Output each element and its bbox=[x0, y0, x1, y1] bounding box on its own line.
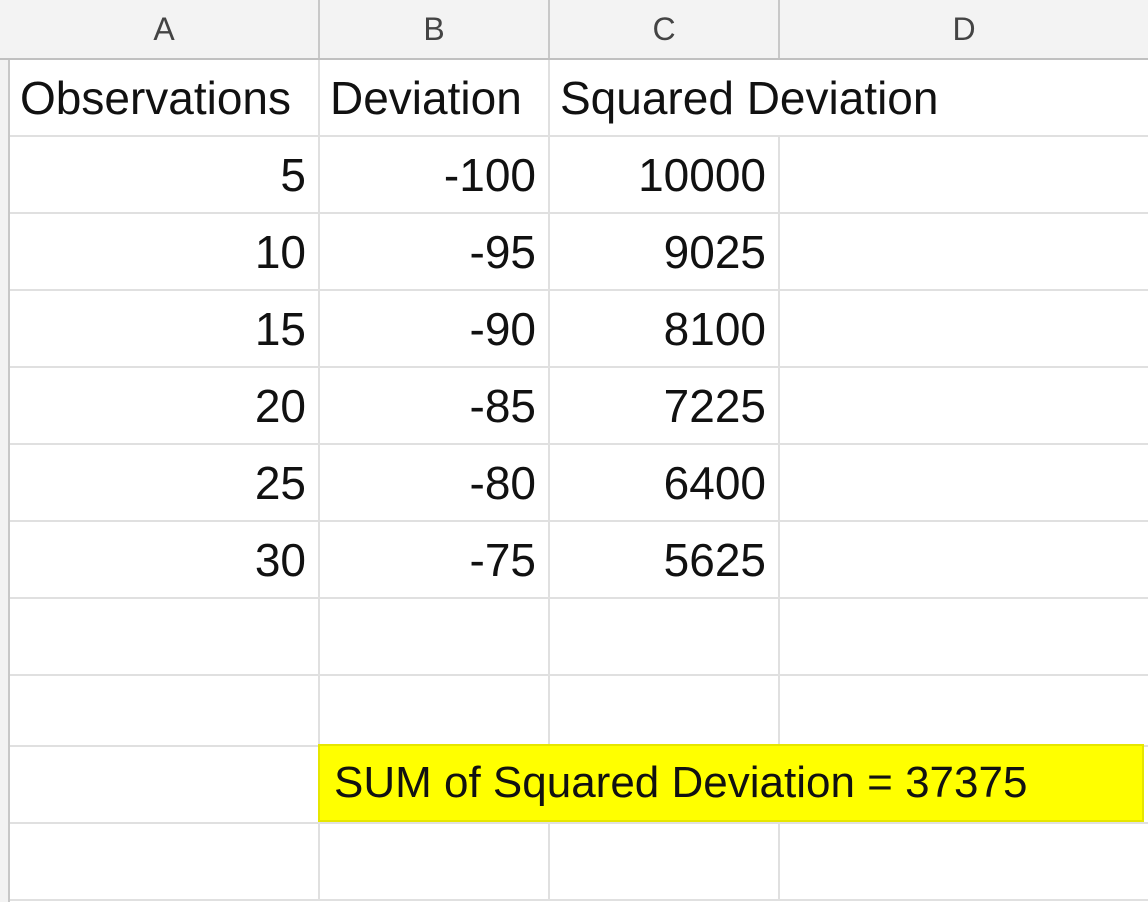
column-header-row: A B C D bbox=[0, 0, 1148, 60]
column-header-d[interactable]: D bbox=[952, 10, 976, 47]
cell-b3[interactable]: -95 bbox=[320, 214, 550, 289]
table-row bbox=[10, 824, 1148, 901]
table-row bbox=[10, 670, 1148, 747]
cell-a6[interactable]: 25 bbox=[10, 445, 320, 520]
table-row: 10 -95 9025 bbox=[10, 214, 1148, 291]
cell-a4[interactable]: 15 bbox=[10, 291, 320, 366]
table-row: 5 -100 10000 bbox=[10, 137, 1148, 214]
cell-d6[interactable] bbox=[780, 445, 1148, 520]
cell-d9[interactable] bbox=[780, 670, 1148, 745]
cell-a3[interactable]: 10 bbox=[10, 214, 320, 289]
cell-d5[interactable] bbox=[780, 368, 1148, 443]
cell-b2[interactable]: -100 bbox=[320, 137, 550, 212]
cell-a10[interactable] bbox=[10, 747, 320, 822]
cell-c7[interactable]: 5625 bbox=[550, 522, 780, 597]
cell-c9[interactable] bbox=[550, 670, 780, 745]
cell-b8[interactable] bbox=[320, 599, 550, 674]
cell-a5[interactable]: 20 bbox=[10, 368, 320, 443]
cell-a9[interactable] bbox=[10, 670, 320, 745]
cell-d3[interactable] bbox=[780, 214, 1148, 289]
cell-d8[interactable] bbox=[780, 599, 1148, 674]
cell-a11[interactable] bbox=[10, 824, 320, 899]
table-row: Observations Deviation Squared Deviation bbox=[10, 60, 1148, 137]
column-header-c[interactable]: C bbox=[550, 0, 780, 58]
cell-b6[interactable]: -80 bbox=[320, 445, 550, 520]
column-header-b[interactable]: B bbox=[320, 0, 550, 58]
cell-a2[interactable]: 5 bbox=[10, 137, 320, 212]
cell-b1[interactable]: Deviation bbox=[320, 60, 550, 135]
cell-b5[interactable]: -85 bbox=[320, 368, 550, 443]
cell-c8[interactable] bbox=[550, 599, 780, 674]
cell-d1[interactable] bbox=[780, 60, 1148, 135]
cell-d7[interactable] bbox=[780, 522, 1148, 597]
table-row bbox=[10, 599, 1148, 676]
sum-squared-deviation-note[interactable]: SUM of Squared Deviation = 37375 bbox=[318, 744, 1144, 822]
cell-d4[interactable] bbox=[780, 291, 1148, 366]
cell-b4[interactable]: -90 bbox=[320, 291, 550, 366]
cell-d2[interactable] bbox=[780, 137, 1148, 212]
cell-c1[interactable]: Squared Deviation bbox=[560, 71, 939, 124]
table-row: 20 -85 7225 bbox=[10, 368, 1148, 445]
cell-b7[interactable]: -75 bbox=[320, 522, 550, 597]
cell-c3[interactable]: 9025 bbox=[550, 214, 780, 289]
cell-c4[interactable]: 8100 bbox=[550, 291, 780, 366]
cell-c5[interactable]: 7225 bbox=[550, 368, 780, 443]
table-row: 30 -75 5625 bbox=[10, 522, 1148, 599]
cell-c11[interactable] bbox=[550, 824, 780, 899]
cell-d11[interactable] bbox=[780, 824, 1148, 899]
cell-b9[interactable] bbox=[320, 670, 550, 745]
cell-a7[interactable]: 30 bbox=[10, 522, 320, 597]
cell-a8[interactable] bbox=[10, 599, 320, 674]
cell-c6[interactable]: 6400 bbox=[550, 445, 780, 520]
cell-c2[interactable]: 10000 bbox=[550, 137, 780, 212]
column-header-a[interactable]: A bbox=[10, 0, 320, 58]
table-row: 25 -80 6400 bbox=[10, 445, 1148, 522]
table-row: 15 -90 8100 bbox=[10, 291, 1148, 368]
cell-a1[interactable]: Observations bbox=[10, 60, 320, 135]
row-header-edge bbox=[0, 0, 10, 902]
cell-b11[interactable] bbox=[320, 824, 550, 899]
